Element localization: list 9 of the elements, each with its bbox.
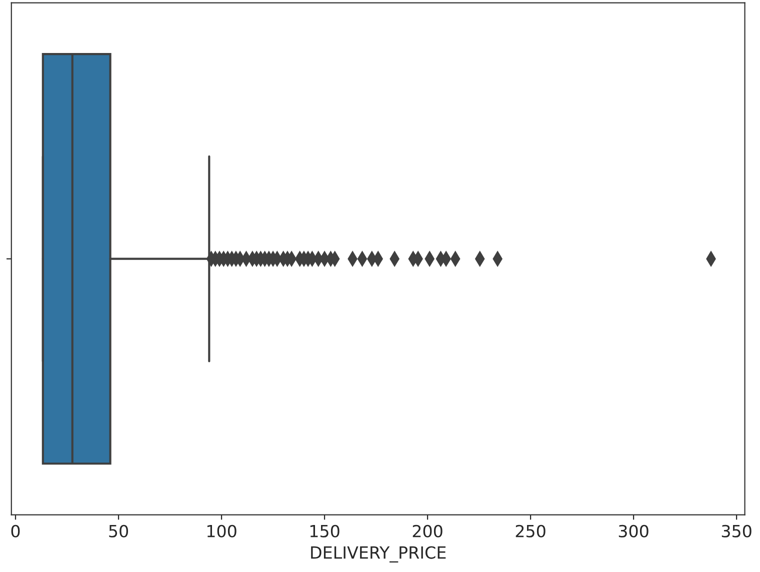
x-tick-label: 350 xyxy=(722,524,752,538)
x-tick-label: 50 xyxy=(109,524,128,538)
x-tick-label: 250 xyxy=(516,524,546,538)
x-tick-label: 100 xyxy=(207,524,236,538)
x-tick-label: 200 xyxy=(412,524,442,538)
x-tick-label: 0 xyxy=(11,524,20,538)
x-tick-label: 150 xyxy=(310,524,340,538)
x-tick-label: 300 xyxy=(618,524,648,538)
x-axis-title: DELIVERY_PRICE xyxy=(311,546,446,563)
